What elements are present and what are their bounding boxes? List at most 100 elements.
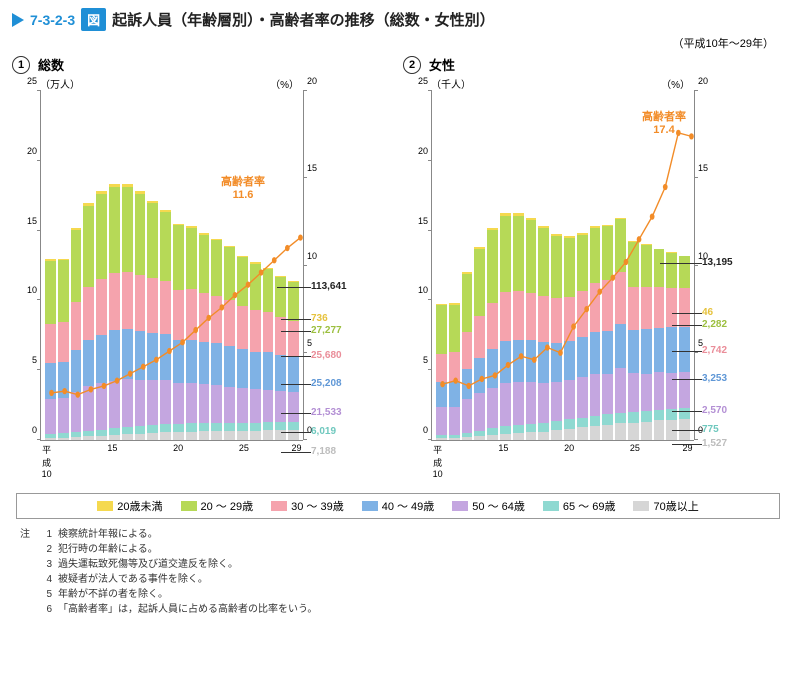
x-tick-label <box>158 443 171 479</box>
x-tick-label <box>589 443 602 479</box>
title-triangle-icon <box>12 13 24 27</box>
y-left-tick: 15 <box>15 216 37 226</box>
x-tick-label: 25 <box>628 443 641 479</box>
value-callout: 1,527 <box>702 438 727 449</box>
value-callout: 25,208 <box>311 378 342 389</box>
x-tick-label <box>615 443 628 479</box>
rate-label-text: 高齢者率 <box>221 176 265 189</box>
panel-index: 1 <box>12 56 30 74</box>
value-callout: 6,019 <box>311 426 336 437</box>
plot-area: 051015202505101520高齢者率11.6113,64173627,2… <box>40 91 303 441</box>
figure-title: 起訴人員（年齢層別）・高齢者率の推移（総数・女性別） <box>112 9 495 30</box>
legend-swatch <box>452 501 468 511</box>
x-tick-label <box>224 443 237 479</box>
legend-item: 20歳未満 <box>97 498 162 514</box>
title-bar: 7-3-2-3図 起訴人員（年齢層別）・高齢者率の推移（総数・女性別） <box>12 8 784 31</box>
x-tick-label <box>549 443 562 479</box>
legend-swatch <box>271 501 287 511</box>
footnote-text: 年齢が不詳の者を除く。 <box>58 587 168 602</box>
panel-title: 女性 <box>429 55 455 74</box>
x-tick-label <box>185 443 198 479</box>
x-tick-label <box>145 443 158 479</box>
y-right-tick: 20 <box>307 76 329 86</box>
legend-swatch <box>543 501 559 511</box>
y-left-tick: 10 <box>406 285 428 295</box>
value-callout: 2,570 <box>702 405 727 416</box>
x-tick-label: 25 <box>237 443 250 479</box>
x-tick-label <box>251 443 264 479</box>
legend-item: 65 ～ 69歳 <box>543 498 616 514</box>
rate-label-text: 高齢者率 <box>642 111 686 124</box>
footnote-row: 2犯行時の年齢による。 <box>20 542 784 557</box>
x-tick-label <box>602 443 615 479</box>
value-callout: 113,641 <box>311 281 347 292</box>
x-tick-label <box>655 443 668 479</box>
y-left-tick: 20 <box>406 146 428 156</box>
x-tick-label: 29 <box>290 443 303 479</box>
x-tick-label <box>66 443 79 479</box>
plot-area: 051015202505101520高齢者率17.413,195462,2822… <box>431 91 694 441</box>
footnote-text: 過失運転致死傷等及び道交違反を除く。 <box>58 557 238 572</box>
legend-item: 70歳以上 <box>633 498 698 514</box>
value-callout: 736 <box>311 313 328 324</box>
legend-label: 20 ～ 29歳 <box>201 498 254 514</box>
x-tick-label <box>510 443 523 479</box>
footnote-row: 6「高齢者率」は，起訴人員に占める高齢者の比率をいう。 <box>20 602 784 617</box>
legend-label: 40 ～ 49歳 <box>382 498 435 514</box>
legend-swatch <box>181 501 197 511</box>
x-tick-label <box>444 443 457 479</box>
footnote-row: 3過失運転致死傷等及び道交違反を除く。 <box>20 557 784 572</box>
x-tick-label <box>132 443 145 479</box>
rate-value: 17.4 <box>642 124 686 137</box>
value-callout: 775 <box>702 424 719 435</box>
y-left-tick: 5 <box>406 355 428 365</box>
y-right-unit: （%） <box>270 76 299 91</box>
x-tick-label: 15 <box>497 443 510 479</box>
x-tick-label <box>211 443 224 479</box>
value-callout: 27,277 <box>311 325 342 336</box>
panel-index: 2 <box>403 56 421 74</box>
chart-panel: 2女性（千人）（%）051015202505101520高齢者率17.413,1… <box>403 55 784 479</box>
legend-item: 50 ～ 64歳 <box>452 498 525 514</box>
legend-label: 50 ～ 64歳 <box>472 498 525 514</box>
period-label: （平成10年～29年） <box>12 35 774 51</box>
rate-value: 11.6 <box>221 189 265 202</box>
value-callout: 25,680 <box>311 350 342 361</box>
y-left-tick: 0 <box>406 425 428 435</box>
legend-label: 70歳以上 <box>653 498 698 514</box>
y-left-tick: 0 <box>15 425 37 435</box>
x-tick-label <box>198 443 211 479</box>
value-callout: 13,195 <box>702 257 733 268</box>
rate-line <box>436 91 698 440</box>
figure-number-suffix: 図 <box>81 8 106 31</box>
footnote-row: 5年齢が不詳の者を除く。 <box>20 587 784 602</box>
value-callout: 2,742 <box>702 345 727 356</box>
x-tick-label <box>536 443 549 479</box>
y-left-unit: （千人） <box>431 76 471 91</box>
x-tick-label <box>668 443 681 479</box>
footnote-row: 4被疑者が法人である事件を除く。 <box>20 572 784 587</box>
x-tick-label <box>642 443 655 479</box>
x-tick-label <box>53 443 66 479</box>
value-callout: 21,533 <box>311 407 342 418</box>
value-callout: 3,253 <box>702 373 727 384</box>
footnote-text: 犯行時の年齢による。 <box>58 542 158 557</box>
legend-item: 20 ～ 29歳 <box>181 498 254 514</box>
y-right-tick: 20 <box>698 76 720 86</box>
y-left-tick: 25 <box>15 76 37 86</box>
value-callout: 7,188 <box>311 446 336 457</box>
y-left-tick: 10 <box>15 285 37 295</box>
legend-item: 30 ～ 39歳 <box>271 498 344 514</box>
y-left-tick: 25 <box>406 76 428 86</box>
x-tick-label: 平成10 <box>431 443 444 479</box>
x-tick-label <box>277 443 290 479</box>
chart-panel: 1総数（万人）（%）051015202505101520高齢者率11.6113,… <box>12 55 393 479</box>
legend-swatch <box>633 501 649 511</box>
x-tick-label <box>119 443 132 479</box>
x-tick-label: 平成10 <box>40 443 53 479</box>
legend: 20歳未満 20 ～ 29歳 30 ～ 39歳 40 ～ 49歳 50 ～ 64歳 65 … <box>16 493 780 519</box>
x-tick-label <box>457 443 470 479</box>
y-left-tick: 5 <box>15 355 37 365</box>
y-left-tick: 15 <box>406 216 428 226</box>
value-callout: 2,282 <box>702 319 727 330</box>
